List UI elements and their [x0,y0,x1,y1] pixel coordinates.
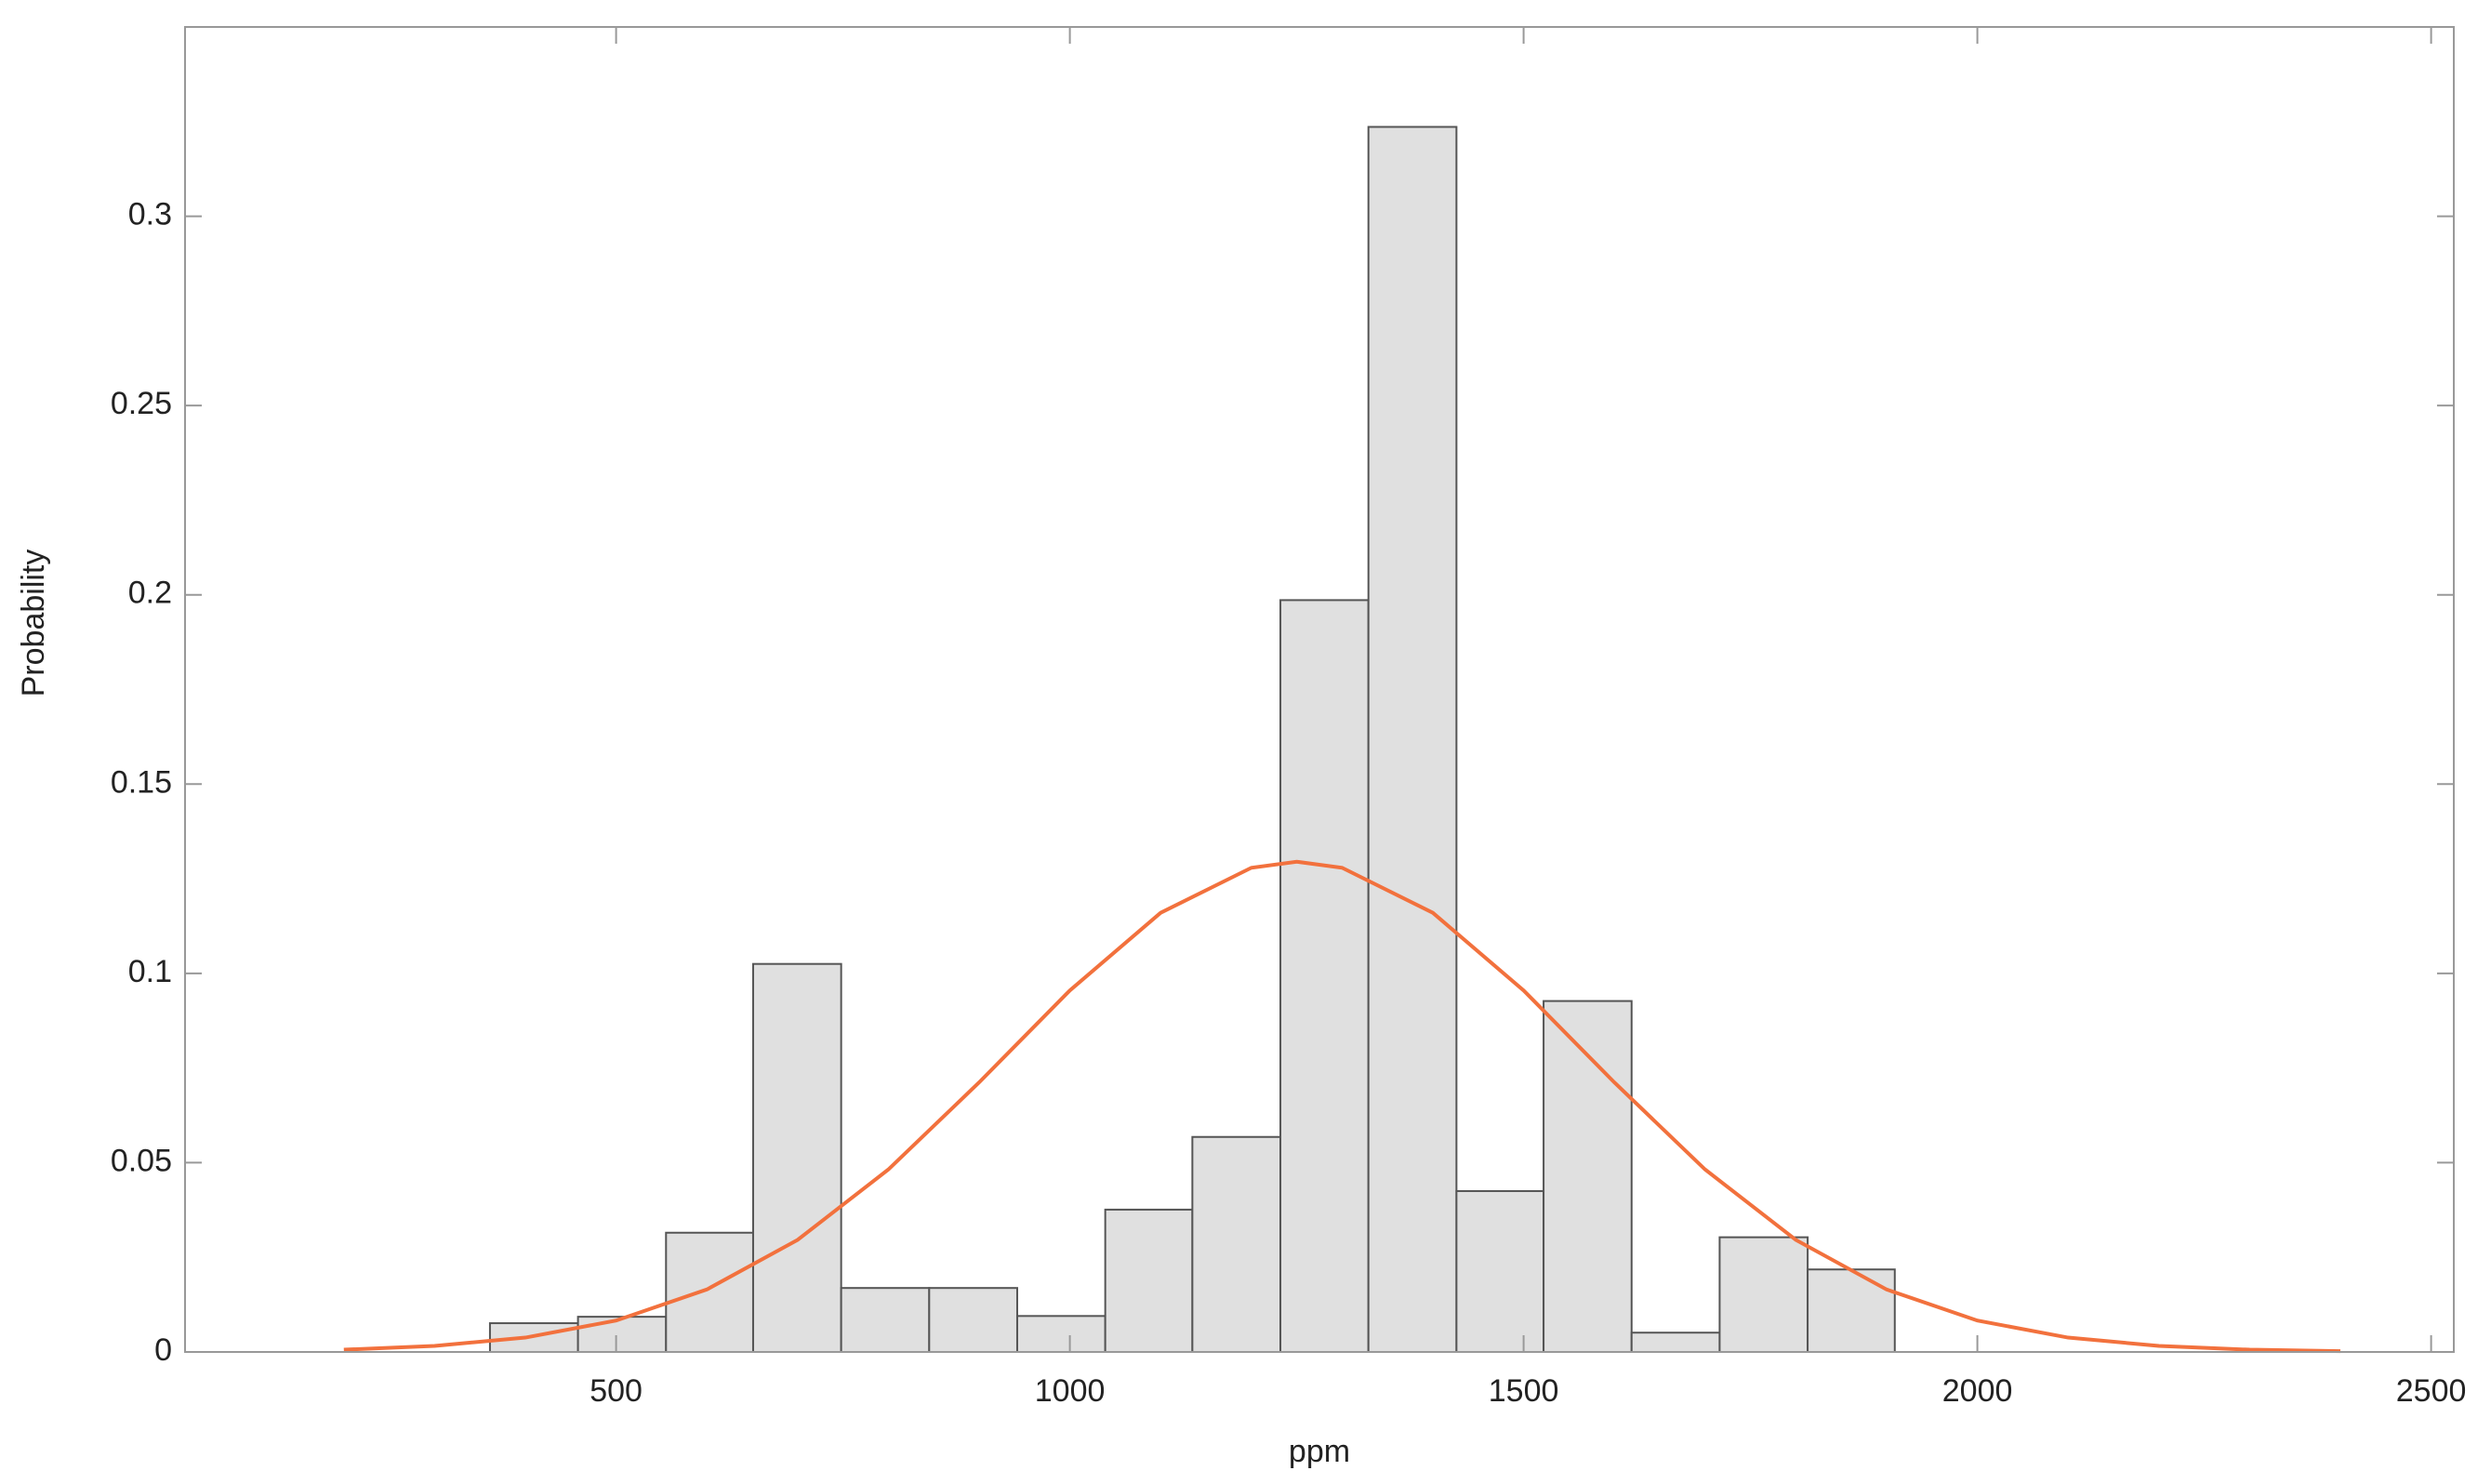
bar [1455,1189,1545,1353]
bar [1279,599,1370,1353]
bar [1807,1268,1896,1353]
y-tick-label: 0.25 [111,386,172,421]
bar [1718,1236,1809,1354]
x-tick-label: 1500 [1489,1373,1559,1409]
y-tick-label: 0.2 [128,576,172,611]
y-tick-label: 0.3 [128,197,172,232]
x-tick-label: 500 [590,1373,643,1409]
bar [1543,1000,1633,1354]
bar [1630,1332,1721,1354]
x-tick-label: 2000 [1942,1373,2013,1409]
bar [1367,126,1458,1353]
y-tick-label: 0 [154,1332,172,1368]
y-tick-label: 0.15 [111,764,172,800]
y-axis-label: Probability [16,550,51,697]
x-tick-label: 1000 [1035,1373,1106,1409]
bar [665,1231,754,1353]
bar [576,1316,668,1354]
bar [1015,1315,1106,1353]
bar [928,1287,1018,1354]
y-tick-label: 0.05 [111,1143,172,1178]
bar [1104,1208,1194,1354]
bar [1191,1135,1282,1353]
x-tick-label: 2500 [2396,1373,2467,1409]
fit-line [343,859,2341,1354]
x-axis-label: ppm [1289,1434,1350,1469]
y-tick-label: 0.1 [128,954,172,989]
bar [840,1287,931,1354]
plot-frame [184,26,2455,1353]
bar [751,962,842,1354]
